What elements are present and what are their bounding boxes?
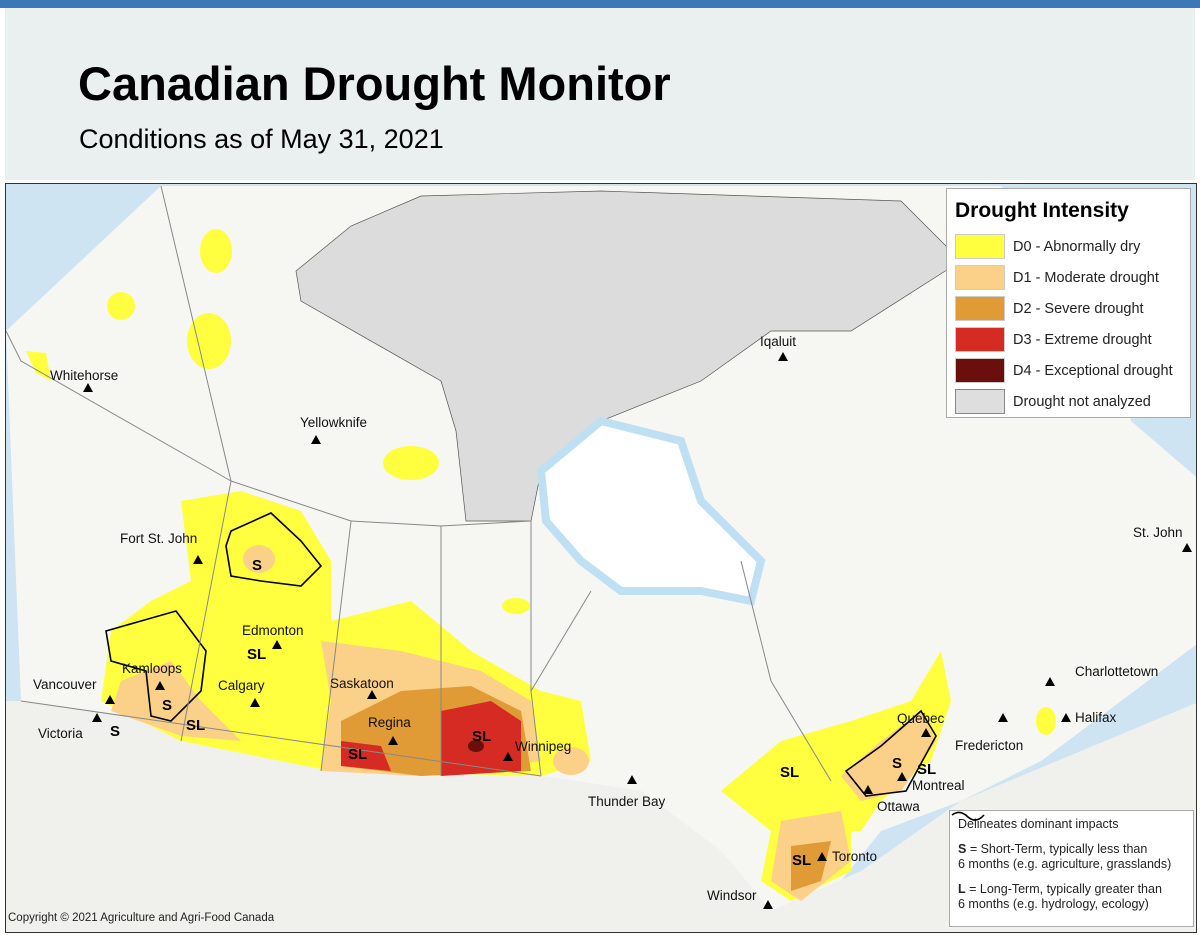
city-label: Charlottetown — [1075, 664, 1159, 679]
not-analyzed-region — [295, 190, 962, 522]
legend-label: Drought not analyzed — [1013, 393, 1151, 410]
impact-label: SL — [917, 761, 937, 778]
swatch-d0 — [955, 234, 1005, 259]
city-label: Windsor — [707, 888, 757, 903]
legend-item-d2: D2 - Severe drought — [955, 293, 1182, 324]
impact-label: SL — [186, 717, 206, 734]
swatch-d4 — [955, 358, 1005, 383]
city-marker-icon — [763, 900, 773, 909]
copyright: Copyright © 2021 Agriculture and Agri-Fo… — [8, 912, 275, 924]
drought-d4 — [468, 740, 484, 752]
city-label: Regina — [368, 715, 411, 730]
city-marker-icon — [863, 785, 873, 794]
city-label: Calgary — [218, 678, 265, 693]
legend-item-d1: D1 - Moderate drought — [955, 262, 1182, 293]
impacts-legend: Delineates dominant impacts S = Short-Te… — [949, 810, 1194, 927]
page-title: Canadian Drought Monitor — [78, 57, 671, 110]
page-subtitle: Conditions as of May 31, 2021 — [79, 124, 444, 154]
city-label: Edmonton — [242, 623, 304, 638]
city-marker-icon — [367, 690, 377, 699]
legend-item-d0: D0 - Abnormally dry — [955, 231, 1182, 262]
drought-intensity-legend: Drought Intensity D0 - Abnormally dry D1… — [946, 188, 1191, 418]
impact-label: SL — [792, 852, 812, 869]
city-label: Winnipeg — [515, 739, 572, 754]
l-key: L — [958, 882, 966, 896]
city-label: Montreal — [912, 778, 965, 793]
province-borders — [6, 185, 832, 782]
city-marker-icon — [1045, 677, 1055, 686]
city-label: Ottawa — [877, 799, 920, 814]
city-label: Fredericton — [955, 738, 1024, 753]
drought-map: Drought Intensity D0 - Abnormally dry D1… — [5, 183, 1197, 933]
city-marker-icon — [193, 555, 203, 564]
city-label: Halifax — [1075, 710, 1117, 725]
city-marker-icon — [1061, 713, 1071, 722]
city-marker-icon — [388, 736, 398, 745]
impact-label: SL — [247, 646, 267, 663]
city-label: Toronto — [832, 849, 878, 864]
city-label: Iqaluit — [760, 334, 797, 349]
city-label: Saskatoon — [330, 676, 394, 691]
impact-label: S — [162, 697, 173, 714]
legend-label: D2 - Severe drought — [1013, 300, 1144, 317]
city-label: Kamloops — [122, 661, 183, 676]
legend-item-not-analyzed: Drought not analyzed — [955, 386, 1182, 417]
city-label: Quebec — [897, 711, 945, 726]
impact-label: S — [110, 723, 121, 740]
city-marker-icon — [92, 713, 102, 722]
impact-label: S — [252, 557, 263, 574]
city-marker-icon — [105, 695, 115, 704]
city-label: Vancouver — [33, 677, 97, 692]
city-marker-icon — [83, 383, 93, 392]
l-text: = Long-Term, typically greater than — [965, 882, 1162, 896]
city-marker-icon — [311, 435, 321, 444]
impact-label: S — [892, 755, 903, 772]
city-marker-icon — [503, 752, 513, 761]
legend-label: D4 - Exceptional drought — [1013, 362, 1173, 379]
long-term-key: L = Long-Term, typically greater than 6 m… — [958, 882, 1185, 912]
city-marker-icon — [627, 775, 637, 784]
swatch-d1 — [955, 265, 1005, 290]
legend-label: D3 - Extreme drought — [1013, 331, 1152, 348]
city-marker-icon — [921, 728, 931, 737]
impact-label: SL — [780, 764, 800, 781]
city-label: Fort St. John — [120, 531, 198, 546]
city-marker-icon — [1182, 543, 1192, 552]
s-key: S — [958, 842, 967, 856]
header: Canadian Drought Monitor Conditions as o… — [5, 8, 1195, 180]
city-marker-icon — [897, 772, 907, 781]
s-text: = Short-Term, typically less than — [966, 842, 1148, 856]
l-text2: 6 months (e.g. hydrology, ecology) — [958, 897, 1149, 911]
top-accent-bar — [0, 0, 1200, 8]
swatch-d3 — [955, 327, 1005, 352]
city-marker-icon — [998, 713, 1008, 722]
city-label: Victoria — [38, 726, 83, 741]
city-marker-icon — [272, 640, 282, 649]
wave-line-icon — [951, 811, 985, 821]
swatch-d2 — [955, 296, 1005, 321]
short-term-key: S = Short-Term, typically less than 6 mon… — [958, 842, 1185, 872]
legend-item-d3: D3 - Extreme drought — [955, 324, 1182, 355]
city-marker-icon — [778, 352, 788, 361]
s-text2: 6 months (e.g. agriculture, grasslands) — [958, 857, 1172, 871]
city-label: Whitehorse — [50, 368, 119, 383]
city-marker-icon — [155, 681, 165, 690]
impact-label: SL — [348, 746, 368, 763]
legend-label: D1 - Moderate drought — [1013, 269, 1159, 286]
city-label: Thunder Bay — [588, 794, 666, 809]
impact-label: SL — [472, 728, 492, 745]
impact-boundaries — [105, 512, 937, 797]
city-marker-icon — [250, 698, 260, 707]
swatch-not-analyzed — [955, 389, 1005, 414]
legend-item-d4: D4 - Exceptional drought — [955, 355, 1182, 386]
city-label: Yellowknife — [300, 415, 368, 430]
legend-title: Drought Intensity — [955, 199, 1129, 222]
impact-line-key: Delineates dominant impacts — [951, 811, 1185, 832]
city-marker-icon — [817, 852, 827, 861]
legend-label: D0 - Abnormally dry — [1013, 238, 1141, 255]
impact-line-text: Delineates dominant impacts — [958, 817, 1119, 831]
city-label: St. John — [1133, 525, 1183, 540]
